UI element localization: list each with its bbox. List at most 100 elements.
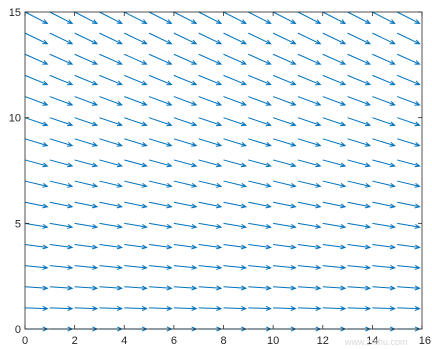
quiver-arrow: [24, 285, 49, 291]
quiver-arrow: [198, 201, 223, 209]
arrow-shaft: [297, 222, 321, 228]
arrow-head: [191, 264, 198, 270]
arrow-shaft: [372, 201, 395, 208]
arrow-shaft: [322, 243, 346, 249]
arrow-shaft: [347, 11, 371, 24]
quiver-arrow: [124, 53, 148, 65]
arrow-head: [315, 141, 322, 147]
arrow-shaft: [74, 11, 98, 24]
arrow-head: [365, 305, 372, 311]
arrow-head: [92, 305, 99, 311]
arrow-shaft: [223, 11, 247, 24]
arrow-shaft: [148, 222, 172, 228]
arrow-shaft: [173, 117, 197, 126]
quiver-arrow: [173, 138, 198, 147]
quiver-arrow: [372, 96, 396, 106]
arrow-shaft: [347, 201, 370, 208]
quiver-arrow: [99, 74, 123, 86]
quiver-arrow: [372, 222, 396, 229]
arrow-shaft: [99, 53, 122, 65]
quiver-arrow: [99, 117, 123, 127]
arrow-head: [364, 264, 372, 270]
quiver-arrow: [347, 138, 372, 147]
quiver-arrow: [99, 180, 123, 188]
arrow-head: [191, 162, 198, 168]
arrow-head: [414, 244, 421, 250]
quiver-arrow: [124, 138, 148, 147]
arrow-head: [215, 19, 223, 24]
arrow-head: [265, 19, 272, 24]
quiver-arrow: [322, 285, 347, 291]
y-tick-label: 5: [15, 218, 21, 230]
arrow-shaft: [173, 243, 197, 249]
quiver-arrow: [173, 53, 198, 65]
arrow-shaft: [124, 53, 147, 65]
quiver-arrow: [322, 11, 347, 24]
arrow-shaft: [396, 11, 420, 24]
quiver-arrow: [322, 138, 347, 147]
arrow-head: [42, 101, 49, 106]
arrow-shaft: [124, 222, 147, 228]
arrow-shaft: [297, 74, 321, 85]
arrow-head: [141, 203, 148, 209]
quiver-arrow: [297, 264, 322, 270]
arrow-shaft: [248, 243, 271, 249]
quiver-arrow: [347, 264, 372, 270]
quiver-arrow: [248, 285, 272, 291]
arrow-shaft: [99, 138, 122, 147]
quiver-arrow: [372, 180, 396, 188]
arrow-head: [265, 162, 272, 168]
arrow-shaft: [99, 222, 122, 228]
arrow-head: [216, 203, 223, 209]
quiver-arrow: [124, 74, 148, 86]
arrow-head: [315, 101, 322, 106]
quiver-arrow: [397, 138, 421, 147]
arrow-head: [240, 80, 247, 86]
arrow-head: [141, 60, 148, 65]
quiver-arrow: [173, 74, 198, 86]
arrow-head: [67, 101, 74, 106]
arrow-shaft: [124, 74, 147, 85]
arrow-shaft: [347, 96, 371, 106]
arrow-head: [141, 121, 148, 127]
arrow-head: [42, 141, 49, 147]
arrow-head: [116, 182, 123, 188]
quiver-arrow: [396, 53, 421, 65]
quiver-arrow: [198, 138, 223, 147]
arrow-head: [389, 39, 396, 45]
arrow-head: [215, 141, 223, 147]
arrow-shaft: [297, 32, 321, 45]
arrow-shaft: [24, 138, 48, 147]
quiver-arrow: [99, 159, 123, 168]
arrow-head: [414, 203, 421, 209]
quiver-arrow: [198, 96, 223, 106]
arrow-shaft: [148, 138, 172, 147]
x-tick-label: 12: [317, 335, 329, 347]
arrow-head: [141, 285, 148, 291]
arrow-shaft: [198, 243, 222, 249]
arrow-head: [340, 19, 347, 24]
quiver-arrow: [397, 305, 421, 311]
quiver-arrow: [49, 264, 74, 270]
arrow-shaft: [24, 222, 48, 228]
quiver-arrow: [372, 201, 396, 209]
arrow-head: [315, 60, 322, 65]
arrow-shaft: [273, 243, 296, 249]
arrow-head: [141, 305, 148, 311]
quiver-arrow: [198, 285, 223, 291]
arrow-shaft: [372, 53, 395, 65]
arrow-shaft: [322, 180, 346, 187]
arrow-head: [290, 60, 297, 65]
quiver-arrow: [198, 11, 223, 24]
quiver-arrow: [223, 285, 248, 291]
arrow-head: [67, 244, 74, 250]
quiver-arrow: [297, 96, 322, 106]
arrow-head: [414, 39, 421, 45]
arrow-head: [364, 39, 372, 45]
arrow-head: [191, 101, 198, 106]
arrow-shaft: [124, 159, 147, 167]
quiver-arrow: [322, 117, 347, 127]
quiver-arrow: [148, 11, 173, 24]
quiver-arrow: [397, 264, 421, 270]
arrow-head: [389, 244, 396, 250]
